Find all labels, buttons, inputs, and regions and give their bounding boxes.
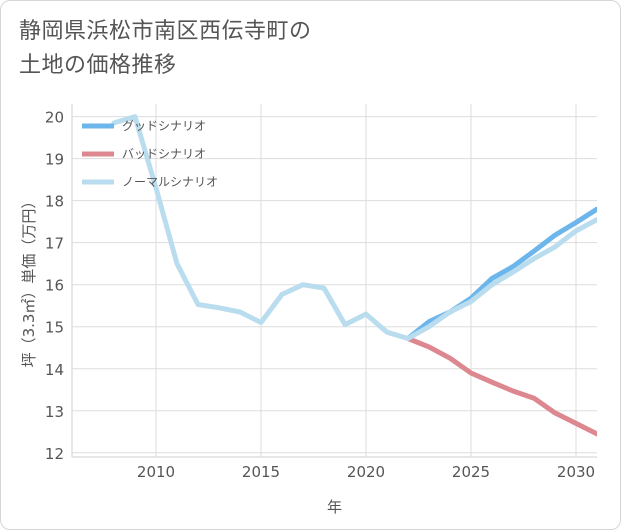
legend-label-good: グッドシナリオ <box>122 119 206 133</box>
chart-title-line-2: 土地の価格推移 <box>19 53 177 78</box>
legend-label-normal: ノーマルシナリオ <box>122 175 218 189</box>
y-tick-label: 17 <box>45 235 64 253</box>
y-tick-label: 15 <box>45 319 64 337</box>
y-axis-label: 坪（3.3㎡）単価（万円） <box>20 194 38 368</box>
x-tick-label: 2030 <box>557 463 595 481</box>
y-tick-label: 19 <box>45 151 64 169</box>
y-tick-label: 20 <box>45 109 64 127</box>
series-line-bad <box>405 336 597 437</box>
x-tick-label: 2020 <box>347 463 385 481</box>
series-line-normal <box>111 114 597 341</box>
y-tick-label: 16 <box>45 277 64 295</box>
x-tick-label: 2015 <box>242 463 280 481</box>
chart-title: 静岡県浜松市南区西伝寺町の 土地の価格推移 <box>19 15 312 83</box>
legend-label-bad: バッドシナリオ <box>122 147 206 161</box>
x-tick-label: 2025 <box>452 463 490 481</box>
series-layer <box>111 114 597 437</box>
x-tick-label: 2010 <box>137 463 175 481</box>
y-tick-label: 18 <box>45 193 64 211</box>
y-tick-label: 14 <box>45 361 64 379</box>
grid <box>71 104 597 458</box>
y-tick-label: 13 <box>45 403 64 421</box>
x-axis-label: 年 <box>327 498 342 516</box>
y-tick-label: 12 <box>45 445 64 463</box>
chart-title-line-1: 静岡県浜松市南区西伝寺町の <box>19 19 312 44</box>
tick-labels: 12 13 14 15 16 17 18 19 20 2010 2015 2020 2025 2030 <box>45 109 595 481</box>
